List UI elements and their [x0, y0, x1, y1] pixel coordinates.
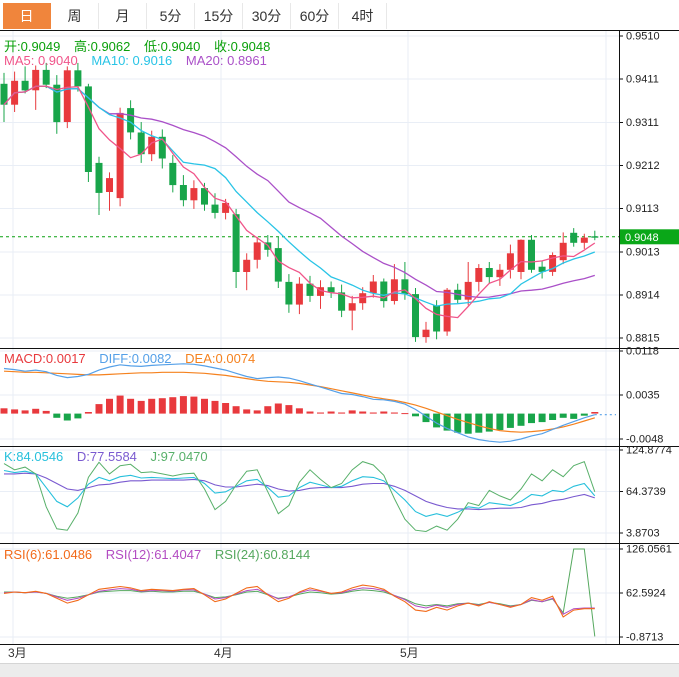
rsi6-value: RSI(6):61.0486 — [4, 547, 93, 562]
tab-monthly[interactable]: 月 — [99, 3, 147, 29]
scroll-track[interactable] — [0, 663, 679, 677]
rsi-readout: RSI(6):61.0486 RSI(12):61.4047 RSI(24):6… — [4, 547, 320, 562]
timeframe-tabbar: 日 周 月 5分 15分 30分 60分 4时 — [0, 0, 679, 30]
tab-15min[interactable]: 15分 — [195, 3, 243, 29]
ma10-value: MA10: 0.9016 — [91, 53, 173, 68]
current-price-tag: 0.9048 — [620, 229, 679, 245]
rsi12-value: RSI(12):61.4047 — [105, 547, 202, 562]
y-axis-rsi: 126.0561 62.5924 -0.8713 — [619, 544, 672, 644]
svg-text:0.0118: 0.0118 — [626, 346, 659, 358]
macd-histogram — [0, 395, 599, 434]
diff-value: DIFF:0.0082 — [99, 351, 172, 366]
svg-text:0.9510: 0.9510 — [626, 31, 660, 43]
ma-readout: MA5: 0.9040 MA10: 0.9016 MA20: 0.8961 — [4, 53, 277, 68]
tab-4hour[interactable]: 4时 — [339, 3, 387, 29]
close-value: 收:0.9048 — [214, 39, 271, 54]
svg-text:0.9113: 0.9113 — [626, 203, 659, 215]
svg-text:0.9013: 0.9013 — [626, 247, 660, 259]
tab-weekly[interactable]: 周 — [51, 3, 99, 29]
ma20-value: MA20: 0.8961 — [185, 53, 267, 68]
tab-30min[interactable]: 30分 — [243, 3, 291, 29]
kdj-readout: K:84.0546 D:77.5584 J:97.0470 — [4, 449, 218, 464]
svg-text:0.9048: 0.9048 — [625, 232, 659, 244]
svg-text:4月: 4月 — [214, 646, 233, 660]
ma-lines — [3, 85, 596, 319]
ma5-value: MA5: 0.9040 — [4, 53, 78, 68]
macd-readout: MACD:0.0017 DIFF:0.0082 DEA:0.0074 — [4, 351, 265, 366]
svg-text:0.9411: 0.9411 — [626, 74, 659, 86]
high-value: 高:0.9062 — [74, 39, 131, 54]
low-value: 低:0.9040 — [144, 39, 201, 54]
svg-text:0.9212: 0.9212 — [626, 160, 660, 172]
svg-text:0.0035: 0.0035 — [626, 390, 660, 402]
svg-text:126.0561: 126.0561 — [626, 544, 672, 556]
svg-text:3.8703: 3.8703 — [626, 528, 660, 540]
svg-text:124.8774: 124.8774 — [626, 445, 672, 457]
svg-text:5月: 5月 — [400, 646, 419, 660]
x-axis-months: 3月 4月 5月 — [8, 646, 419, 660]
tab-daily[interactable]: 日 — [3, 3, 51, 29]
candlestick-series — [0, 62, 599, 343]
svg-text:0.8914: 0.8914 — [626, 290, 660, 302]
ohlc-readout: 开:0.9049 高:0.9062 低:0.9040 收:0.9048 — [4, 36, 280, 55]
y-axis-macd: 0.0118 0.0035 -0.0048 — [619, 346, 663, 446]
j-value: J:97.0470 — [150, 449, 208, 464]
svg-text:0.9311: 0.9311 — [626, 117, 659, 129]
dea-value: DEA:0.0074 — [185, 351, 256, 366]
y-axis-kdj: 124.8774 64.3739 3.8703 — [619, 445, 672, 540]
d-value: D:77.5584 — [76, 449, 137, 464]
svg-text:62.5924: 62.5924 — [626, 588, 666, 600]
kdj-lines — [3, 460, 596, 533]
k-value: K:84.0546 — [4, 449, 64, 464]
svg-text:0.8815: 0.8815 — [626, 333, 660, 345]
svg-text:-0.0048: -0.0048 — [626, 434, 663, 446]
tab-5min[interactable]: 5分 — [147, 3, 195, 29]
macd-value: MACD:0.0017 — [4, 351, 86, 366]
tab-60min[interactable]: 60分 — [291, 3, 339, 29]
svg-text:-0.8713: -0.8713 — [626, 632, 663, 644]
rsi24-value: RSI(24):60.8144 — [214, 547, 311, 562]
svg-text:3月: 3月 — [8, 646, 27, 660]
macd-lines — [3, 363, 616, 443]
open-value: 开:0.9049 — [4, 39, 61, 54]
y-axis-price: 0.9510 0.9411 0.9311 0.9212 0.9113 0.9013 0.89… — [619, 31, 660, 345]
svg-text:64.3739: 64.3739 — [626, 486, 666, 498]
rsi-lines — [3, 548, 596, 637]
